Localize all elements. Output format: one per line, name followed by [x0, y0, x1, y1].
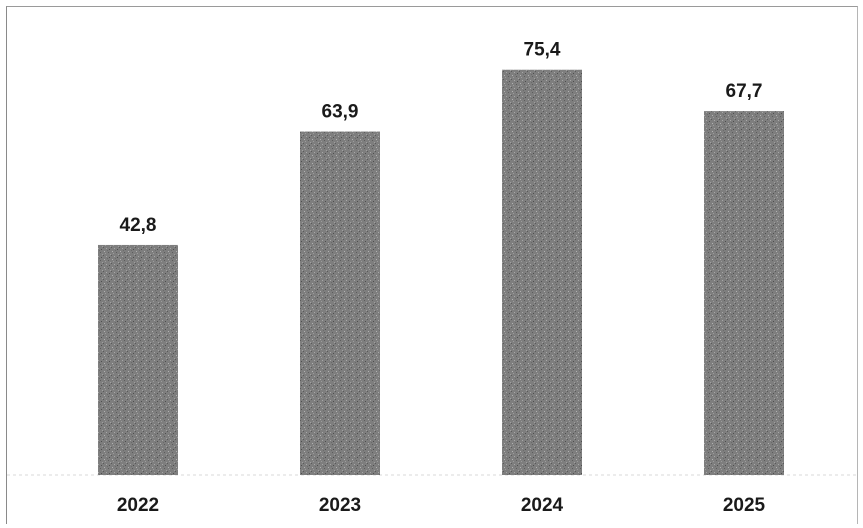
value-label-2023: 63,9 [322, 102, 359, 123]
x-tick-label-2024: 2024 [521, 495, 564, 516]
chart-frame: 42,8 63,9 75,4 67,7 2022 2023 2024 2025 [6, 6, 859, 524]
bars-layer [98, 69, 784, 476]
value-label-2025: 67,7 [726, 81, 763, 102]
bar-chart: 42,8 63,9 75,4 67,7 2022 2023 2024 2025 [7, 40, 859, 516]
value-labels-layer: 42,8 63,9 75,4 67,7 [120, 40, 763, 236]
value-label-2024: 75,4 [524, 40, 561, 61]
bar-2022 [98, 244, 178, 475]
x-tick-label-2023: 2023 [319, 495, 361, 516]
bar-2023 [300, 131, 380, 475]
bar-2024 [502, 69, 582, 475]
bar-2025 [704, 111, 784, 476]
x-axis-tick-labels: 2022 2023 2024 2025 [117, 495, 766, 516]
x-tick-label-2025: 2025 [723, 495, 766, 516]
value-label-2022: 42,8 [120, 215, 157, 236]
x-tick-label-2022: 2022 [117, 495, 159, 516]
